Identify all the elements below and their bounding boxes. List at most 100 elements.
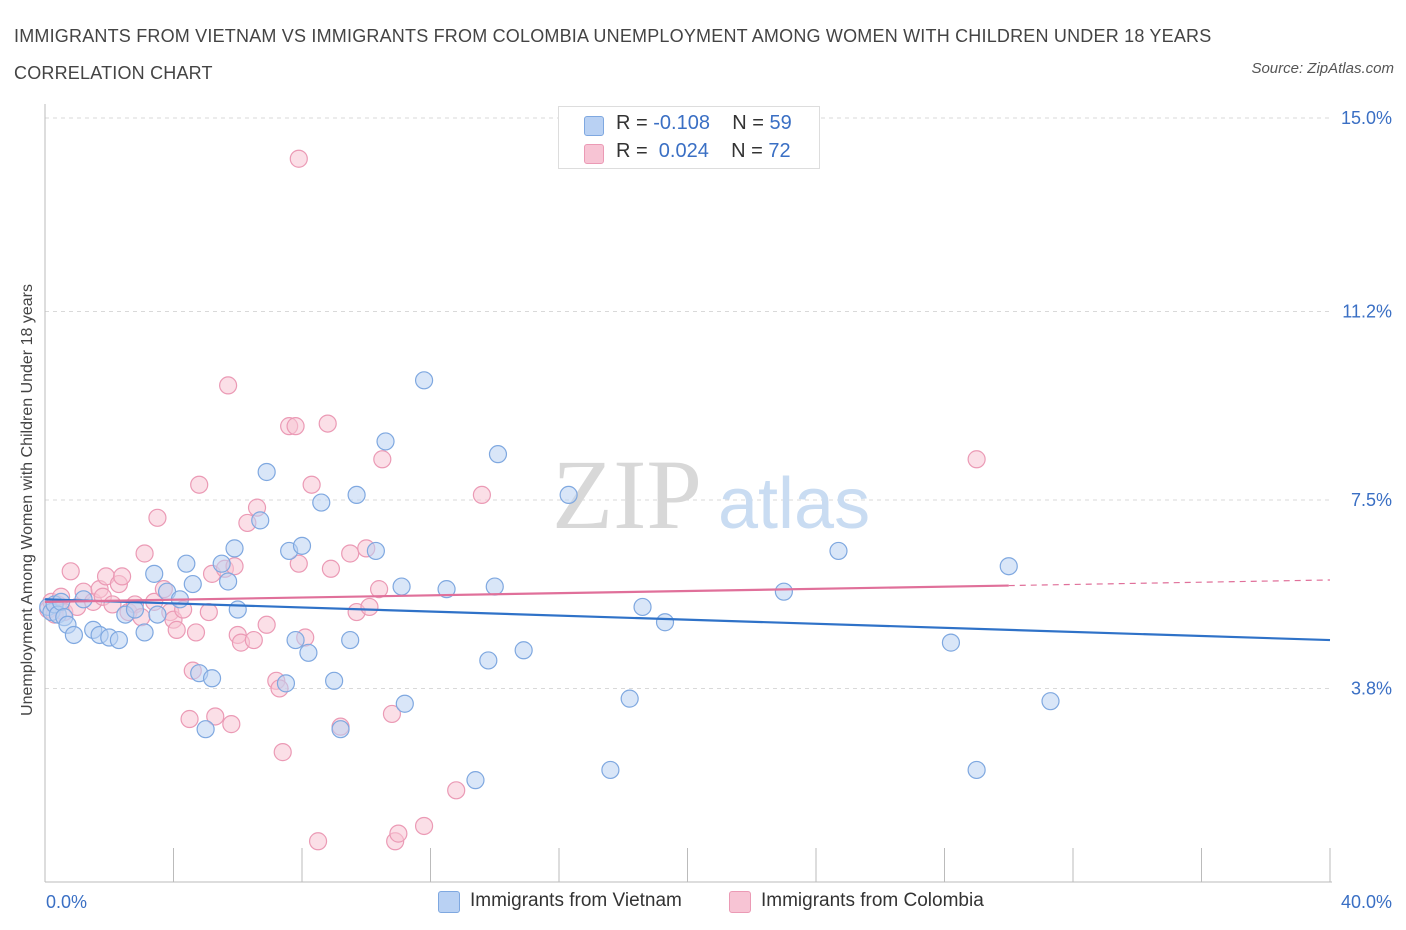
- legend-vietnam-swatch: [438, 891, 460, 913]
- vietnam-point-45: [414, 371, 434, 390]
- watermark-atlas: atlas: [718, 464, 870, 544]
- vietnam-point-30: [257, 462, 276, 482]
- colombia-n-value: 72: [768, 140, 791, 162]
- vietnam-point-54: [620, 689, 639, 708]
- colombia-point-48: [286, 417, 305, 436]
- colombia-point-29: [186, 623, 206, 642]
- vietnam-point-52: [559, 485, 578, 505]
- vietnam-point-55: [633, 597, 652, 617]
- vietnam-point-58: [829, 541, 848, 561]
- vietnam-trend-line: [44, 598, 1331, 642]
- colombia-point-53: [318, 414, 337, 433]
- vietnam-point-12: [109, 630, 128, 650]
- colombia-point-43: [257, 615, 276, 634]
- vietnam-point-61: [999, 557, 1018, 576]
- vietnam-point-7: [64, 625, 84, 645]
- x-tick-label-0: 0.0%: [46, 892, 87, 912]
- colombia-point-67: [472, 485, 491, 505]
- vietnam-point-44: [395, 694, 414, 713]
- vietnam-point-39: [341, 630, 360, 650]
- colombia-point-35: [219, 376, 238, 395]
- vietnam-point-20: [177, 554, 196, 573]
- vietnam-swatch: [584, 116, 604, 136]
- colombia-point-49: [289, 554, 308, 573]
- vietnam-point-28: [228, 600, 247, 619]
- vietnam-point-23: [196, 720, 215, 739]
- colombia-trend-line: [44, 584, 1009, 603]
- vietnam-point-24: [202, 669, 222, 688]
- vietnam-point-46: [437, 580, 456, 599]
- colombia-point-41: [244, 630, 263, 650]
- vietnam-point-37: [325, 671, 344, 690]
- vietnam-point-34: [292, 536, 312, 555]
- y-tick-label-1: 7.5%: [1351, 490, 1392, 510]
- colombia-n-label: N =: [731, 140, 763, 162]
- vietnam-point-36: [312, 493, 331, 512]
- y-tick-label-3: 15.0%: [1341, 108, 1392, 128]
- tick-labels: 3.8% 7.5% 11.2% 15.0% 0.0% 40.0%: [46, 108, 1392, 912]
- trend-lines: [44, 579, 1331, 642]
- vietnam-n-label: N =: [732, 112, 764, 134]
- vietnam-point-43: [392, 577, 411, 596]
- colombia-point-27: [180, 709, 199, 729]
- colombia-point-59: [360, 597, 379, 617]
- colombia-point-60: [370, 580, 389, 599]
- colombia-point-68: [289, 149, 308, 168]
- colombia-point-65: [414, 816, 434, 836]
- vietnam-r-label: R =: [616, 112, 648, 134]
- colombia-point-56: [341, 544, 360, 563]
- colombia-point-31: [199, 602, 218, 622]
- colombia-trend-extension: [1008, 579, 1331, 587]
- vietnam-point-25: [212, 554, 231, 573]
- colombia-point-33: [206, 707, 225, 726]
- vietnam-point-60: [967, 760, 986, 780]
- source-note: Source: ZipAtlas.com: [1251, 60, 1394, 77]
- vietnam-point-17: [148, 605, 167, 624]
- colombia-point-52: [308, 832, 328, 851]
- vietnam-point-41: [366, 541, 385, 561]
- vietnam-point-42: [376, 432, 395, 451]
- vietnam-point-40: [347, 485, 366, 505]
- colombia-point-46: [273, 743, 292, 762]
- vietnam-point-33: [286, 630, 305, 650]
- colombia-point-54: [321, 559, 341, 578]
- vietnam-point-49: [485, 577, 504, 596]
- vietnam-point-59: [941, 633, 961, 652]
- vietnam-r-value: -0.108: [653, 112, 710, 134]
- vietnam-point-21: [183, 574, 202, 594]
- vietnam-point-31: [276, 674, 296, 693]
- vietnam-point-48: [479, 651, 498, 670]
- colombia-point-6: [61, 562, 80, 581]
- colombia-point-21: [148, 508, 167, 527]
- vietnam-point-47: [466, 771, 485, 790]
- vietnam-point-57: [774, 582, 793, 601]
- colombia-point-64: [389, 824, 408, 843]
- vietnam-point-26: [219, 572, 238, 591]
- colombia-point-62: [382, 704, 402, 724]
- vietnam-point-56: [655, 613, 675, 632]
- vietnam-point-38: [331, 720, 350, 739]
- vietnam-point-50: [488, 445, 508, 464]
- colombia-point-36: [222, 715, 241, 734]
- vietnam-point-14: [125, 600, 145, 619]
- axes: [44, 104, 1332, 883]
- chart-title: IMMIGRANTS FROM VIETNAM VS IMMIGRANTS FR…: [14, 26, 1212, 83]
- colombia-r-value: 0.024: [653, 140, 709, 162]
- colombia-point-19: [135, 544, 154, 563]
- y-tick-label-2: 11.2%: [1342, 302, 1392, 322]
- x-tick-label-1: 40.0%: [1341, 892, 1392, 912]
- y-tick-label-0: 3.8%: [1351, 678, 1392, 698]
- vietnam-point-51: [514, 641, 533, 660]
- colombia-point-30: [190, 475, 209, 494]
- colombia-point-66: [447, 781, 466, 800]
- series-legend: Immigrants from Vietnam Immigrants from …: [0, 888, 1406, 918]
- colombia-point-51: [302, 475, 321, 494]
- correlation-legend: R = -0.108 N = 59 R = 0.024 N = 72: [558, 106, 820, 169]
- legend-vietnam-label: Immigrants from Vietnam: [470, 890, 682, 911]
- legend-colombia-label: Immigrants from Colombia: [761, 890, 984, 911]
- vietnam-point-29: [251, 511, 270, 530]
- vietnam-n-value: 59: [769, 112, 792, 134]
- vietnam-point-15: [135, 623, 154, 642]
- vietnam-point-53: [601, 760, 620, 780]
